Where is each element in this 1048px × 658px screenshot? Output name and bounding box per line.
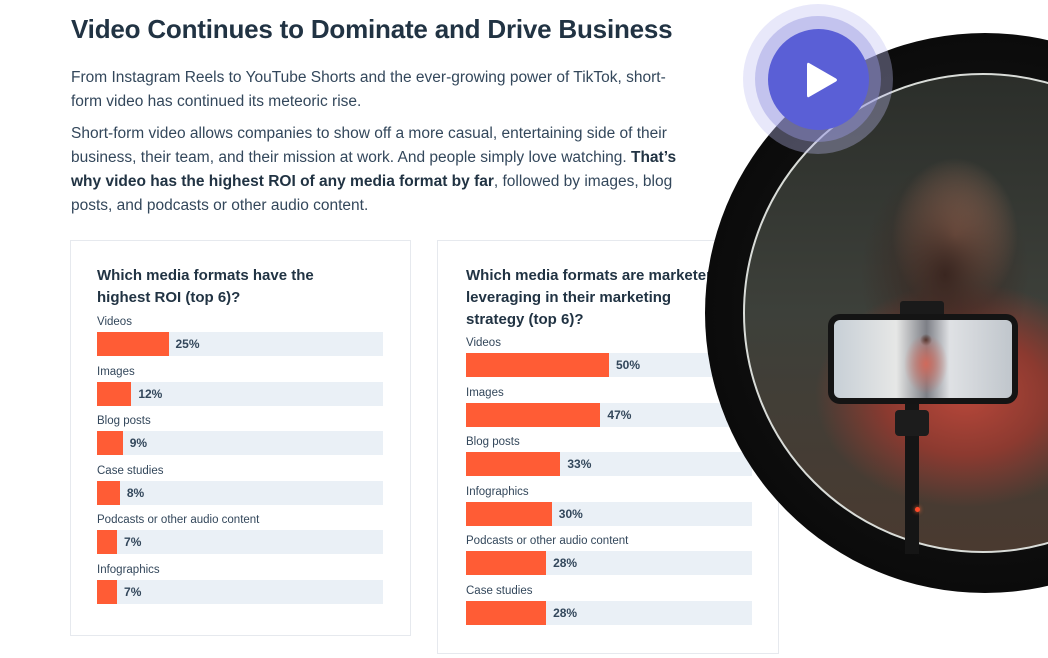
bar-fill: [97, 332, 169, 356]
bar-track: 50%: [466, 353, 752, 377]
bar-row: Infographics 30%: [466, 485, 752, 535]
bar-row: Infographics 7%: [97, 563, 383, 613]
bar-track: 28%: [466, 551, 752, 575]
bar-track: 8%: [97, 480, 383, 505]
indicator-light: [915, 507, 920, 512]
stand-knob: [895, 410, 929, 436]
bar-track: 25%: [97, 332, 383, 356]
detail-text-start: Short-form video allows companies to sho…: [71, 125, 667, 166]
bar-row: Images 12%: [97, 365, 383, 415]
phone-image: [828, 314, 1018, 404]
roi-chart-card: Which media formats have the highest ROI…: [70, 240, 411, 636]
detail-text-bold: That’s why video has the highest ROI of …: [71, 149, 677, 190]
bar-value: 47%: [607, 407, 632, 422]
bar-fill: [97, 579, 118, 604]
bar-label: Videos: [466, 337, 501, 349]
bar-value: 33%: [567, 457, 592, 471]
bar-value: 7%: [124, 535, 142, 549]
bar-fill: [466, 551, 547, 575]
bar-label: Podcasts or other audio content: [97, 514, 260, 526]
bar-track: 28%: [466, 600, 752, 625]
intro-paragraph: From Instagram Reels to YouTube Shorts a…: [71, 69, 666, 110]
bar-label: Images: [97, 365, 135, 378]
phone-stand: [905, 404, 919, 554]
bar-row: Blog posts 9%: [97, 414, 383, 464]
play-video-button[interactable]: [768, 29, 869, 130]
bar-track: 47%: [466, 402, 752, 427]
bar-label: Videos: [97, 316, 132, 328]
bar-track: 7%: [97, 579, 383, 604]
bar-row: Images 47%: [466, 386, 752, 436]
bar-row: Videos 50%: [466, 336, 752, 386]
bar-list: Videos 50% Images 47% Blog posts 33% Infogr…: [466, 336, 752, 633]
bar-fill: [97, 530, 118, 554]
bar-row: Videos 25%: [97, 315, 383, 365]
phone-screen: [834, 320, 1012, 398]
bar-value: 7%: [124, 584, 142, 599]
bar-value: 12%: [138, 386, 163, 401]
bar-track: 30%: [466, 501, 752, 526]
bar-label: Infographics: [97, 563, 160, 576]
bar-fill: [97, 381, 132, 406]
bar-row: Podcasts or other audio content 28%: [466, 534, 752, 584]
detail-text-end: , followed by images, blog posts, and po…: [71, 173, 673, 214]
bar-list: Videos 25% Images 12% Blog posts 9% Case st…: [97, 315, 383, 612]
bar-label: Infographics: [466, 485, 529, 498]
page-title: Video Continues to Dominate and Drive Bu…: [71, 14, 673, 44]
bar-label: Case studies: [466, 584, 533, 597]
chart-title: Which media formats have the highest ROI…: [97, 267, 314, 306]
bar-label: Blog posts: [466, 436, 520, 448]
bar-track: 9%: [97, 431, 383, 455]
bar-fill: [466, 402, 601, 427]
bar-track: 33%: [466, 452, 752, 476]
bar-label: Blog posts: [97, 415, 151, 427]
chart-title: Which media formats are marketers levera…: [466, 267, 721, 328]
bar-fill: [466, 501, 552, 526]
play-icon: [806, 62, 837, 97]
bar-fill: [97, 480, 120, 505]
phone-clip: [900, 301, 944, 317]
bar-fill: [466, 452, 561, 476]
bar-row: Case studies 8%: [97, 464, 383, 514]
bar-fill: [466, 600, 547, 625]
bar-label: Podcasts or other audio content: [466, 535, 629, 547]
bar-track: 12%: [97, 381, 383, 406]
bar-row: Blog posts 33%: [466, 435, 752, 485]
bar-row: Case studies 28%: [466, 584, 752, 634]
bar-label: Images: [466, 386, 504, 399]
bar-value: 9%: [129, 436, 148, 450]
bar-value: 28%: [553, 556, 578, 570]
bar-fill: [466, 353, 609, 377]
detail-paragraph: Short-form video allows companies to sho…: [71, 122, 691, 218]
bar-label: Case studies: [97, 464, 164, 477]
bar-track: 7%: [97, 530, 383, 554]
bar-value: 8%: [126, 485, 145, 500]
bar-value: 50%: [616, 358, 641, 372]
bar-fill: [97, 431, 123, 455]
bar-value: 28%: [553, 605, 578, 620]
bar-row: Podcasts or other audio content 7%: [97, 513, 383, 563]
bar-value: 25%: [175, 337, 200, 351]
bar-value: 30%: [558, 506, 583, 521]
